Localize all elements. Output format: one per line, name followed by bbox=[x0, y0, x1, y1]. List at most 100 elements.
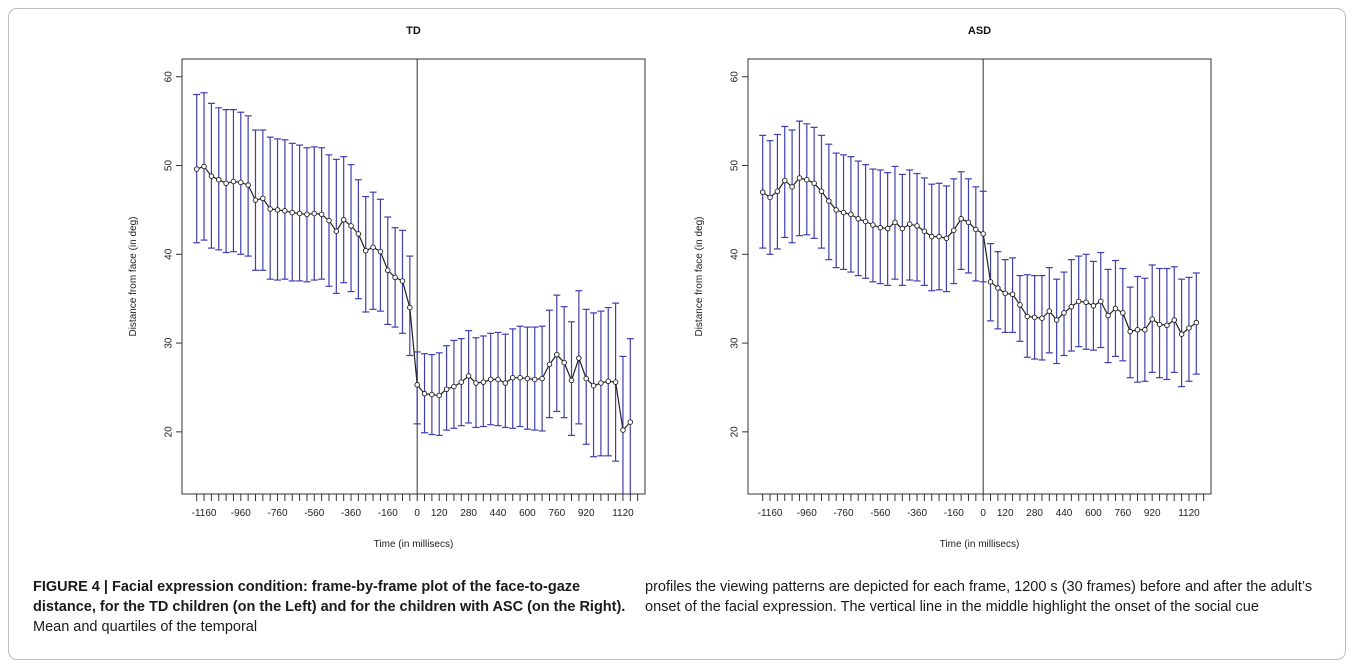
mean-point bbox=[951, 227, 957, 234]
mean-point bbox=[532, 376, 538, 383]
mean-point bbox=[1156, 321, 1163, 328]
x-tick-label: -760 bbox=[834, 508, 854, 519]
mean-point bbox=[546, 361, 553, 368]
caption-right-column: profiles the viewing patterns are depict… bbox=[645, 579, 1313, 615]
mean-point bbox=[980, 231, 986, 237]
mean-point bbox=[282, 208, 288, 214]
x-tick-label: -360 bbox=[907, 508, 927, 519]
mean-point bbox=[796, 175, 803, 181]
mean-point bbox=[399, 278, 406, 284]
chart-td: TD 20 30 40 50 60 -1160 -960 -760 -560 -360 -160 0 12… bbox=[9, 9, 677, 569]
mean-point bbox=[274, 207, 281, 213]
mean-point bbox=[973, 226, 979, 233]
x-tick-label: 600 bbox=[519, 508, 536, 519]
figure-caption: FIGURE 4 | Facial expression condition: … bbox=[33, 577, 1323, 657]
mean-point bbox=[1127, 328, 1133, 335]
mean-point bbox=[605, 378, 612, 385]
mean-point bbox=[958, 216, 964, 222]
error-bars bbox=[759, 120, 1200, 388]
mean-point bbox=[524, 375, 531, 382]
mean-point bbox=[252, 197, 259, 203]
mean-point bbox=[1053, 317, 1060, 323]
mean-point bbox=[480, 379, 487, 385]
x-tick-label: 440 bbox=[490, 508, 507, 519]
x-tick-label: -360 bbox=[341, 508, 361, 519]
mean-point bbox=[804, 176, 810, 183]
x-tick-label: 280 bbox=[460, 508, 477, 519]
mean-point bbox=[1164, 322, 1170, 329]
y-tick-label: 50 bbox=[164, 160, 175, 172]
y-tick-label: 50 bbox=[730, 160, 741, 172]
y-axis-label: Distance from face (in deg) bbox=[128, 216, 139, 336]
mean-point bbox=[870, 222, 876, 228]
mean-point bbox=[965, 219, 972, 226]
x-tick-label: -160 bbox=[378, 508, 398, 519]
mean-point bbox=[928, 233, 935, 240]
caption-label: FIGURE 4 | Facial expression condition: … bbox=[33, 579, 626, 615]
x-tick-label: 1120 bbox=[612, 508, 634, 519]
mean-point bbox=[811, 180, 817, 187]
x-tick-label: 600 bbox=[1085, 508, 1102, 519]
mean-point bbox=[517, 374, 523, 381]
mean-point bbox=[370, 244, 376, 250]
error-bars bbox=[193, 92, 634, 494]
mean-point bbox=[245, 182, 251, 188]
y-tick-label: 30 bbox=[730, 337, 741, 349]
x-axis-label: Time (in millisecs) bbox=[940, 539, 1020, 550]
mean-point bbox=[987, 279, 994, 285]
mean-point bbox=[355, 231, 362, 237]
x-tick-label: 760 bbox=[1114, 508, 1131, 519]
chart-td-svg: TD 20 30 40 50 60 -1160 -960 -760 -560 -360 -160 0 12… bbox=[128, 25, 646, 550]
mean-point bbox=[230, 178, 237, 185]
mean-point bbox=[436, 392, 442, 399]
mean-point bbox=[289, 209, 295, 216]
mean-point bbox=[914, 223, 920, 229]
mean-point bbox=[260, 195, 266, 202]
mean-point bbox=[1039, 315, 1045, 321]
mean-point bbox=[906, 221, 913, 227]
mean-point bbox=[539, 375, 545, 382]
mean-point bbox=[414, 382, 420, 388]
mean-point bbox=[443, 386, 450, 392]
mean-point bbox=[826, 198, 832, 204]
mean-point bbox=[576, 355, 582, 361]
mean-point bbox=[1068, 303, 1075, 310]
mean-point bbox=[193, 166, 200, 172]
x-tick-label: 280 bbox=[1026, 508, 1043, 519]
mean-point bbox=[1017, 302, 1023, 308]
mean-point bbox=[1061, 310, 1067, 316]
mean-point bbox=[362, 248, 369, 254]
x-tick-label: -1160 bbox=[192, 508, 217, 519]
mean-point bbox=[296, 210, 303, 217]
mean-point bbox=[392, 274, 398, 281]
mean-point bbox=[598, 380, 604, 386]
mean-point bbox=[487, 376, 494, 383]
mean-point bbox=[1098, 298, 1104, 305]
y-tick-label: 60 bbox=[730, 71, 741, 83]
mean-point bbox=[208, 173, 215, 179]
mean-point bbox=[818, 188, 825, 195]
mean-point bbox=[995, 285, 1001, 291]
mean-point bbox=[215, 176, 222, 183]
figure-frame: TD 20 30 40 50 60 -1160 -960 -760 -560 -360 -160 0 12… bbox=[8, 8, 1346, 660]
mean-point bbox=[1186, 325, 1192, 331]
x-tick-label: -160 bbox=[944, 508, 964, 519]
mean-point bbox=[774, 188, 781, 195]
y-tick-label: 20 bbox=[164, 426, 175, 438]
mean-point bbox=[862, 218, 869, 225]
mean-point bbox=[1193, 319, 1200, 326]
mean-point bbox=[385, 267, 391, 274]
caption-left-column: FIGURE 4 | Facial expression condition: … bbox=[33, 577, 633, 637]
mean-point bbox=[1112, 305, 1119, 312]
y-tick-label: 40 bbox=[164, 248, 175, 260]
x-tick-label: -960 bbox=[797, 508, 817, 519]
x-tick-label: 0 bbox=[980, 508, 986, 519]
mean-point bbox=[833, 207, 839, 213]
mean-point bbox=[855, 216, 861, 222]
mean-point bbox=[304, 211, 310, 218]
x-tick-label: 920 bbox=[1144, 508, 1161, 519]
mean-point bbox=[1178, 331, 1185, 337]
x-tick-label: 760 bbox=[548, 508, 565, 519]
mean-point bbox=[333, 228, 340, 234]
x-tick-label: 440 bbox=[1056, 508, 1073, 519]
